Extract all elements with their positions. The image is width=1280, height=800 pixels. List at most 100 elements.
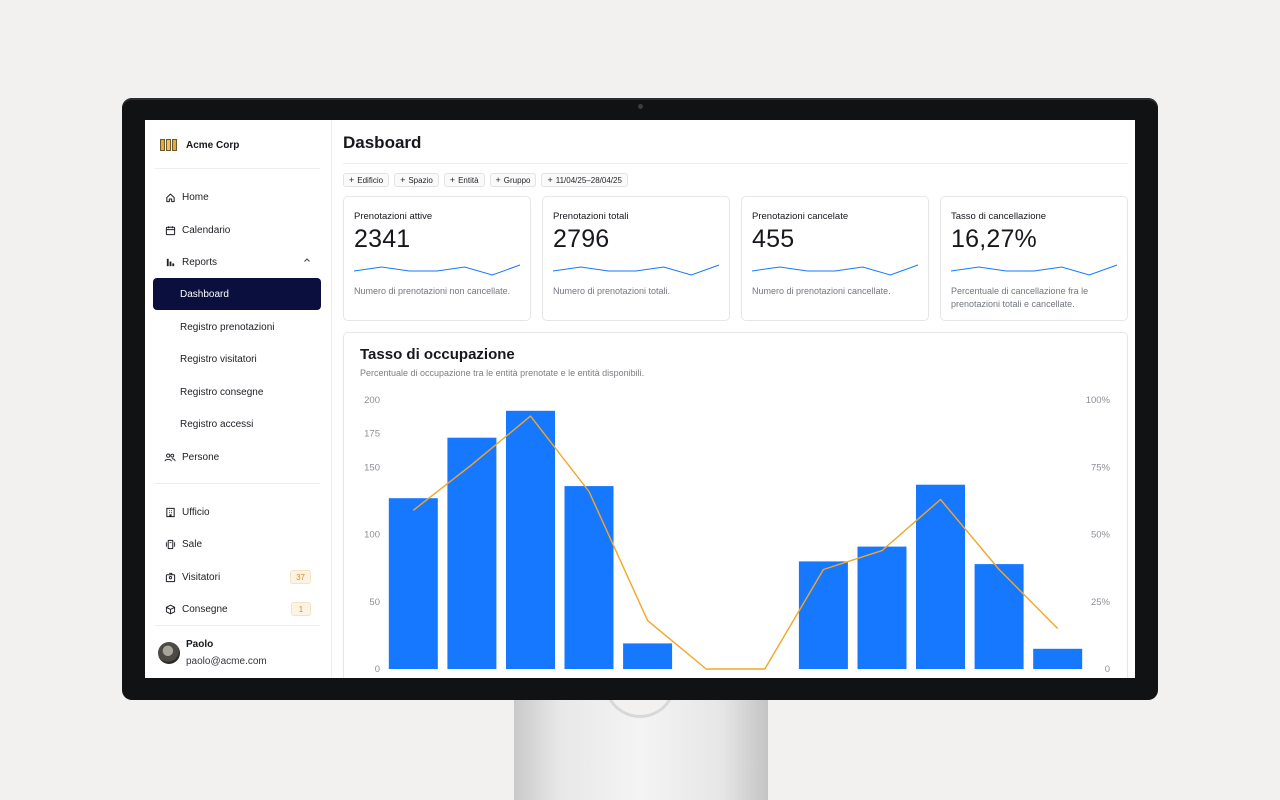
chart-title: Tasso di occupazione xyxy=(360,346,515,363)
nav-registro-prenotazioni[interactable]: Registro prenotazioni xyxy=(153,311,321,343)
chevron-up-icon[interactable] xyxy=(303,256,311,266)
chart-bar xyxy=(916,484,965,669)
nav-registro-accessi[interactable]: Registro accessi xyxy=(153,408,321,440)
filter-label: 11/04/25–28/04/25 xyxy=(555,175,622,185)
camera-dot xyxy=(638,104,643,109)
avatar xyxy=(158,642,180,664)
plus-icon: + xyxy=(547,175,553,185)
nav-ufficio[interactable]: Ufficio xyxy=(153,496,321,528)
kpi-sparkline xyxy=(951,264,1118,276)
kpi-description: Numero di prenotazioni cancellate. xyxy=(752,286,891,296)
nav-sale[interactable]: Sale xyxy=(153,528,321,560)
visitatori-count-badge: 37 xyxy=(290,570,311,584)
sparkline-line xyxy=(752,264,919,276)
nav-label: Sale xyxy=(182,538,203,550)
nav-persone[interactable]: Persone xyxy=(153,441,321,473)
y-left-tick-label: 200 xyxy=(364,395,380,406)
filter-label: Spazio xyxy=(408,175,433,185)
user-name: Paolo xyxy=(186,638,214,650)
y-right-tick-label: 50% xyxy=(1091,530,1111,541)
kpi-sparkline xyxy=(354,264,521,276)
chart-bar xyxy=(564,486,614,669)
occupancy-chart-card: Tasso di occupazione Percentuale di occu… xyxy=(343,332,1128,678)
filter-label: Edificio xyxy=(357,175,384,185)
kpi-description: Percentuale di cancellazione fra le pren… xyxy=(951,286,1089,309)
main-content: Dasboard + Edificio + Spazio + Entità + Grup… xyxy=(333,120,1135,678)
kpi-description: Numero di prenotazioni non cancellate. xyxy=(354,286,511,296)
nav-registro-visitatori[interactable]: Registro visitatori xyxy=(153,343,321,375)
nav-home[interactable]: Home xyxy=(153,181,321,213)
plus-icon: + xyxy=(495,175,501,185)
bar-chart-icon xyxy=(164,256,176,268)
chart-bar xyxy=(857,546,907,669)
filter-date-range[interactable]: +11/04/25–28/04/25 xyxy=(541,173,628,187)
occupancy-chart: 0 50 100 150 175 200 0 25% 50% 75% 100% xyxy=(364,395,1111,675)
kpi-value: 16,27% xyxy=(951,225,1037,253)
user-email: paolo@acme.com xyxy=(186,655,267,667)
kpi-sparkline xyxy=(752,264,919,276)
app-screen: Acme Corp Home Calendario Reports Das xyxy=(145,120,1135,678)
nav-consegne[interactable]: Consegne 1 xyxy=(153,593,321,625)
chart-bar xyxy=(798,561,848,669)
chart-bar xyxy=(623,643,673,669)
kpi-label: Prenotazioni totali xyxy=(553,211,629,222)
chart-subtitle: Percentuale di occupazione tra le entità… xyxy=(360,368,645,378)
nav-label: Registro accessi xyxy=(180,418,254,430)
kpi-sparkline xyxy=(553,264,720,276)
user-profile[interactable]: Paolo paolo@acme.com xyxy=(158,638,267,668)
nav-registro-consegne[interactable]: Registro consegne xyxy=(153,376,321,408)
plus-icon: + xyxy=(400,175,406,185)
kpi-card-prenotazioni-totali: Prenotazioni totali 2796 Numero di preno… xyxy=(542,196,730,321)
kpi-card-tasso-cancellazione: Tasso di cancellazione 16,27% Percentual… xyxy=(940,196,1128,321)
filter-entita[interactable]: + Entità xyxy=(443,173,485,187)
people-icon xyxy=(164,451,176,463)
kpi-label: Prenotazioni cancelate xyxy=(752,211,849,222)
y-right-tick-label: 0 xyxy=(1105,664,1110,675)
filter-label: Entità xyxy=(458,175,479,185)
nav-calendar[interactable]: Calendario xyxy=(153,214,321,246)
chart-bar xyxy=(1033,648,1083,669)
divider xyxy=(155,168,320,169)
nav-label: Registro prenotazioni xyxy=(180,321,275,333)
y-right-tick-label: 100% xyxy=(1086,395,1111,406)
page-title: Dasboard xyxy=(343,133,422,152)
sparkline-line xyxy=(354,264,521,276)
building-icon xyxy=(164,506,176,518)
nav-label: Visitatori xyxy=(182,571,221,583)
brand-logo-icon xyxy=(160,139,178,151)
nav-reports[interactable]: Reports xyxy=(153,246,321,278)
brand[interactable]: Acme Corp xyxy=(160,137,239,153)
y-right-tick-label: 75% xyxy=(1091,462,1111,473)
filter-gruppo[interactable]: + Gruppo xyxy=(489,173,537,187)
filter-edificio[interactable]: + Edificio xyxy=(343,173,390,187)
sidebar: Acme Corp Home Calendario Reports Das xyxy=(145,120,332,678)
home-icon xyxy=(164,191,176,203)
filter-label: Gruppo xyxy=(503,175,531,185)
nav-label: Calendario xyxy=(182,224,231,236)
calendar-icon xyxy=(164,224,176,236)
consegne-count-badge: 1 xyxy=(291,602,311,616)
filter-spazio[interactable]: + Spazio xyxy=(394,173,439,187)
kpi-label: Tasso di cancellazione xyxy=(951,211,1047,222)
nav-label: Dashboard xyxy=(180,288,229,300)
sparkline-line xyxy=(553,264,720,276)
brand-name: Acme Corp xyxy=(186,139,240,151)
y-right-tick-label: 25% xyxy=(1091,597,1111,608)
chart-bar xyxy=(388,498,438,669)
nav-label: Ufficio xyxy=(182,506,210,518)
plus-icon: + xyxy=(349,175,355,185)
nav-dashboard[interactable]: Dashboard xyxy=(153,278,321,310)
kpi-value: 2341 xyxy=(354,225,411,253)
nav-label: Home xyxy=(182,191,209,203)
y-left-tick-label: 100 xyxy=(364,530,380,541)
plus-icon: + xyxy=(449,175,456,185)
chart-bar xyxy=(506,410,555,669)
divider xyxy=(155,483,320,484)
occupancy-line xyxy=(412,415,1059,670)
nav-label: Persone xyxy=(182,451,220,463)
kpi-value: 2796 xyxy=(553,225,610,253)
nav-visitatori[interactable]: Visitatori 37 xyxy=(153,561,321,593)
kpi-description: Numero di prenotazioni totali. xyxy=(553,286,671,296)
room-icon xyxy=(164,538,176,550)
kpi-card-prenotazioni-cancellate: Prenotazioni cancelate 455 Numero di pre… xyxy=(741,196,929,321)
